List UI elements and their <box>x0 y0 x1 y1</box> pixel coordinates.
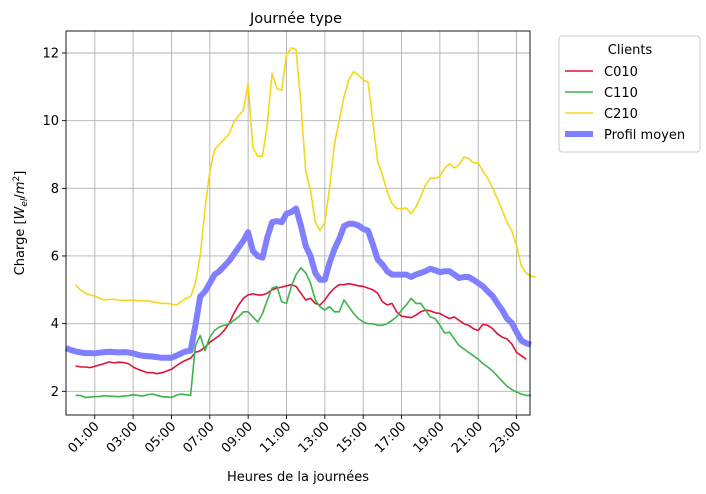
series-lines <box>64 47 536 399</box>
x-tick-label: 09:00 <box>219 419 256 456</box>
x-tick-label: 13:00 <box>296 419 333 456</box>
y-tick-label: 4 <box>51 317 59 332</box>
series-line-c110 <box>75 267 531 399</box>
legend: Clients C010 C110 C210 Profil moyen <box>558 35 701 153</box>
x-tick-label: 15:00 <box>334 419 371 456</box>
x-tick-label: 03:00 <box>104 419 141 456</box>
y-axis-title-symbol: W <box>13 205 28 219</box>
y-tick-label: 12 <box>42 46 59 61</box>
x-tick-label: 17:00 <box>372 419 409 456</box>
legend-items: C010 C110 C210 Profil moyen <box>565 65 685 143</box>
legend-frame <box>558 35 701 153</box>
chart-title: Journée type <box>249 11 342 27</box>
legend-title: Clients <box>608 43 653 58</box>
y-axis-title-subscript: el <box>20 198 30 207</box>
y-axis-title-superscript: 2 <box>12 176 22 182</box>
y-axis-title-m: m <box>13 181 28 194</box>
y-axis-title-prefix: Charge [ <box>13 219 28 275</box>
legend-label-c210: C210 <box>604 107 638 122</box>
y-tick-label: 8 <box>51 182 59 197</box>
series-line-c210 <box>75 47 536 306</box>
legend-label-profil-moyen: Profil moyen <box>604 128 685 143</box>
y-axis-title-suffix: ] <box>13 171 28 176</box>
x-tick-label: 19:00 <box>411 419 448 456</box>
legend-label-c010: C010 <box>604 65 638 80</box>
x-tick-label: 23:00 <box>487 419 524 456</box>
y-tick-label: 10 <box>42 114 59 129</box>
series-line-profil-moyen <box>64 205 532 361</box>
x-tick-label: 01:00 <box>65 419 102 456</box>
y-axis-title-slash: / <box>13 194 28 199</box>
series-line-c010 <box>75 282 527 375</box>
x-axis-ticks: 01:00 03:00 05:00 07:00 09:00 11:00 13:00 15:00… <box>65 415 524 456</box>
x-tick-label: 11:00 <box>257 419 294 456</box>
x-tick-label: 05:00 <box>142 419 179 456</box>
x-tick-label: 21:00 <box>449 419 486 456</box>
y-tick-label: 2 <box>51 385 59 400</box>
x-tick-label: 07:00 <box>181 419 218 456</box>
grid-lines <box>66 31 530 415</box>
legend-label-c110: C110 <box>604 86 638 101</box>
x-axis-title: Heures de la journées <box>227 470 369 485</box>
y-axis-title: Charge [Wel/m2] <box>12 171 30 276</box>
plot-frame <box>65 30 531 416</box>
y-tick-label: 6 <box>51 249 59 264</box>
y-axis-ticks: 2 4 6 8 10 12 <box>42 46 66 400</box>
